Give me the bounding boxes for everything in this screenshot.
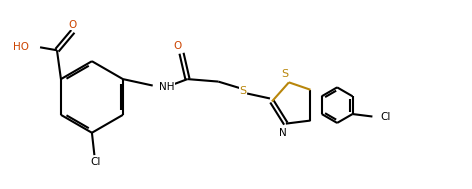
Text: HO: HO xyxy=(13,42,29,52)
Text: S: S xyxy=(240,86,247,95)
Text: NH: NH xyxy=(159,81,174,91)
Text: Cl: Cl xyxy=(90,156,101,167)
Text: O: O xyxy=(173,41,182,51)
Text: N: N xyxy=(279,128,287,138)
Text: O: O xyxy=(69,20,77,30)
Text: Cl: Cl xyxy=(380,112,391,122)
Text: S: S xyxy=(281,69,288,79)
